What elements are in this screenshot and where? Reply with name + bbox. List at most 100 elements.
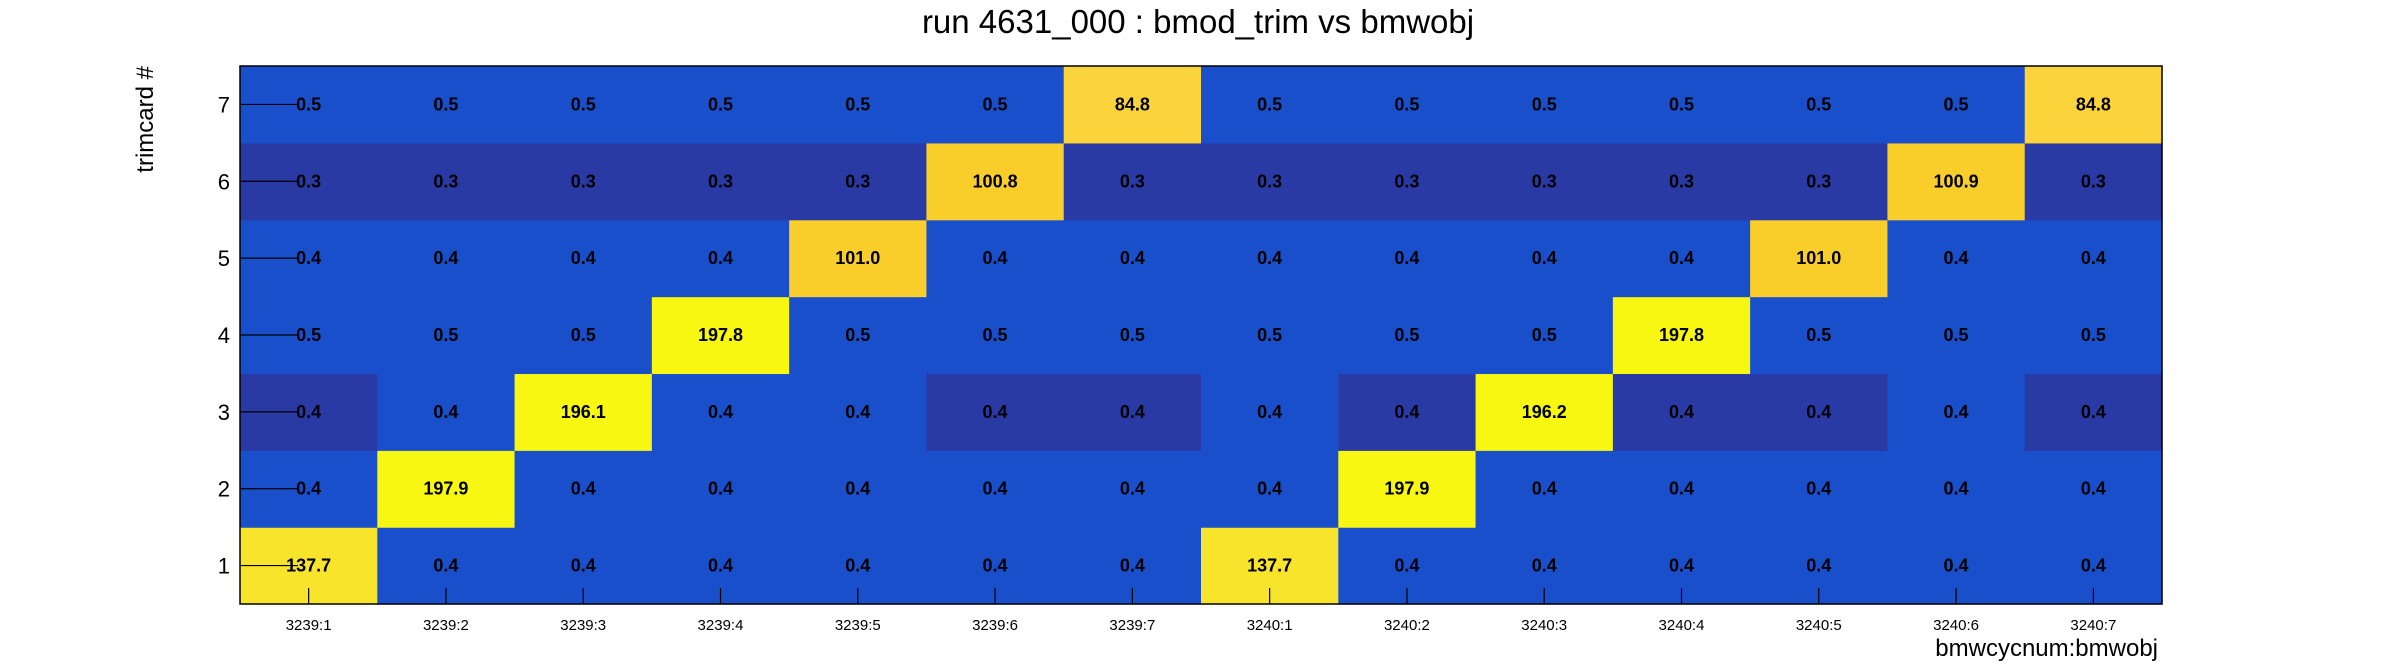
heatmap-cell <box>377 66 516 144</box>
heatmap-cell <box>1201 66 1339 144</box>
heatmap-cell <box>651 142 790 221</box>
cell-value-label: 0.4 <box>983 479 1008 499</box>
heatmap-cell <box>2024 296 2163 375</box>
cell-value-label: 0.4 <box>2081 556 2106 576</box>
cell-value-label: 0.3 <box>1257 171 1282 191</box>
heatmap-cell <box>377 296 516 375</box>
heatmap-cell <box>1887 296 2026 375</box>
heatmap-cell <box>926 66 1065 144</box>
heatmap-cell <box>651 296 790 375</box>
cell-value-label: 0.3 <box>1669 171 1694 191</box>
heatmap-cell <box>2024 373 2163 451</box>
heatmap-cell <box>1338 142 1477 221</box>
cell-value-label: 0.4 <box>1944 248 1969 268</box>
cell-value-label: 0.3 <box>433 171 458 191</box>
cell-value-label: 0.4 <box>1257 479 1282 499</box>
heatmap-cell <box>926 142 1065 221</box>
x-tick-label: 3240:2 <box>1384 617 1430 634</box>
heatmap-cell <box>1338 450 1477 528</box>
heatmap-cell <box>926 219 1065 298</box>
cell-value-label: 0.4 <box>1394 556 1419 576</box>
cell-value-label: 0.5 <box>1394 325 1419 345</box>
heatmap-cell <box>1338 296 1477 375</box>
cell-value-label: 0.4 <box>296 479 321 499</box>
cell-value-label: 0.3 <box>571 171 596 191</box>
heatmap-cell <box>789 373 928 451</box>
cell-value-label: 0.4 <box>1669 248 1694 268</box>
cell-value-label: 0.4 <box>1257 402 1282 422</box>
cell-value-label: 0.5 <box>1806 94 1831 114</box>
heatmap-cell <box>1063 219 1202 298</box>
cell-value-label: 0.4 <box>1669 402 1694 422</box>
cell-value-label: 0.5 <box>1806 325 1831 345</box>
cell-value-label: 0.5 <box>1944 94 1969 114</box>
heatmap-cell <box>1887 66 2026 144</box>
cell-value-label: 0.5 <box>296 94 321 114</box>
cell-value-label: 0.3 <box>2081 171 2106 191</box>
cell-value-label: 0.4 <box>708 479 733 499</box>
heatmap-cell <box>1201 450 1339 528</box>
x-axis-title: bmwcycnum:bmwobj <box>1935 635 2158 662</box>
cell-value-label: 0.4 <box>1120 479 1145 499</box>
heatmap-cell <box>1612 373 1751 451</box>
y-tick-label: 2 <box>218 477 230 502</box>
heatmap-cell <box>2024 450 2163 528</box>
heatmap-cell <box>1612 450 1751 528</box>
cell-value-label: 0.5 <box>571 94 596 114</box>
cell-value-label: 0.5 <box>296 325 321 345</box>
heatmap-cells <box>240 66 2163 605</box>
heatmap-cell <box>789 142 928 221</box>
x-tick-label: 3240:4 <box>1659 617 1705 634</box>
heatmap-cell <box>1063 373 1202 451</box>
heatmap-cell <box>1475 450 1614 528</box>
cell-value-label: 0.5 <box>1257 325 1282 345</box>
cell-value-label: 0.4 <box>1394 402 1419 422</box>
heatmap-cell <box>377 142 516 221</box>
heatmap-cell <box>1475 219 1614 298</box>
heatmap-cell <box>651 66 790 144</box>
heatmap-cell <box>1887 373 2026 451</box>
cell-value-label: 0.4 <box>1944 556 1969 576</box>
cell-value-label: 0.5 <box>1669 94 1694 114</box>
cell-value-label: 197.9 <box>423 479 468 499</box>
heatmap-cell <box>1063 66 1202 144</box>
cell-value-label: 0.4 <box>1669 556 1694 576</box>
heatmap-cell <box>1612 296 1751 375</box>
cell-value-label: 0.5 <box>983 94 1008 114</box>
cell-value-label: 0.3 <box>845 171 870 191</box>
cell-value-label: 0.5 <box>1394 94 1419 114</box>
cell-value-label: 0.5 <box>1532 325 1557 345</box>
cell-value-label: 0.4 <box>1120 248 1145 268</box>
x-tick-label: 3239:4 <box>698 617 744 634</box>
cell-value-label: 197.8 <box>698 325 743 345</box>
heatmap-cell <box>1201 373 1339 451</box>
cell-value-label: 0.4 <box>1944 479 1969 499</box>
heatmap-cell <box>789 219 928 298</box>
cell-value-label: 0.3 <box>1120 171 1145 191</box>
heatmap-cell <box>1475 296 1614 375</box>
cell-value-label: 196.2 <box>1522 402 1567 422</box>
cell-value-label: 0.5 <box>845 325 870 345</box>
heatmap-cell <box>926 373 1065 451</box>
cell-value-label: 0.5 <box>433 94 458 114</box>
heatmap-cell <box>1612 142 1751 221</box>
cell-value-label: 0.4 <box>571 556 596 576</box>
x-tick-label: 3240:5 <box>1796 617 1842 634</box>
heatmap-cell <box>651 219 790 298</box>
cell-value-label: 101.0 <box>1796 248 1841 268</box>
heatmap-cell <box>1750 219 1889 298</box>
cell-value-label: 0.4 <box>708 402 733 422</box>
heatmap-cell <box>377 450 516 528</box>
x-tick-label: 3239:7 <box>1109 617 1155 634</box>
heatmap-cell <box>1750 450 1889 528</box>
cell-value-label: 0.4 <box>433 402 458 422</box>
x-tick-label: 3240:7 <box>2070 617 2116 634</box>
heatmap-cell <box>789 296 928 375</box>
cell-value-label: 0.4 <box>296 248 321 268</box>
cell-value-label: 0.3 <box>1532 171 1557 191</box>
heatmap-cell <box>1201 142 1339 221</box>
cell-value-label: 0.4 <box>1806 479 1831 499</box>
cell-value-label: 0.4 <box>708 556 733 576</box>
heatmap-cell <box>2024 142 2163 221</box>
y-axis-title: trimcard # <box>132 65 159 172</box>
